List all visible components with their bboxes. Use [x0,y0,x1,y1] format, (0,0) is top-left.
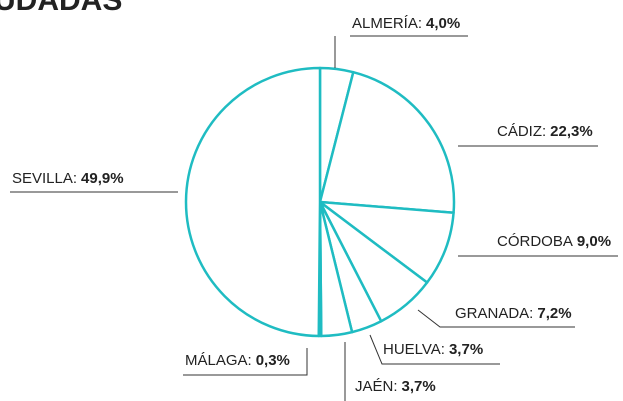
leader-line [334,35,468,68]
pie-slice [184,66,322,338]
slice-name: GRANADA: [455,305,533,322]
slice-name: SEVILLA: [12,170,77,187]
slice-name: JAÉN: [355,378,398,395]
leader-line [183,348,308,376]
slice-label: HUELVA: 3,7% [383,341,483,358]
leader-line [369,334,500,365]
slice-name: ALMERÍA: [352,15,422,32]
slice-value: 0,3% [256,352,290,369]
slice-label: SEVILLA: 49,9% [12,170,124,187]
slice-name: CÁDIZ: [497,123,546,140]
slice-label: GRANADA: 7,2% [455,305,572,322]
pie-slice [318,70,456,214]
slice-value: 3,7% [449,341,483,358]
slice-label: CÁDIZ: 22,3% [497,123,593,140]
slice-label: CÓRDOBA 9,0% [497,233,611,250]
slice-name: CÓRDOBA [497,233,573,250]
slice-name: HUELVA: [383,341,445,358]
leader-line [417,309,575,328]
slice-value: 49,9% [81,170,124,187]
slice-value: 9,0% [577,233,611,250]
slice-value: 22,3% [550,123,593,140]
slice-value: 7,2% [537,305,571,322]
slice-value: 3,7% [402,378,436,395]
slice-label: ALMERÍA: 4,0% [352,15,460,32]
slice-label: MÁLAGA: 0,3% [185,352,290,369]
slice-name: MÁLAGA: [185,352,252,369]
chart-title: UDADAS [0,0,122,17]
slice-value: 4,0% [426,15,460,32]
slice-label: JAÉN: 3,7% [355,378,436,395]
